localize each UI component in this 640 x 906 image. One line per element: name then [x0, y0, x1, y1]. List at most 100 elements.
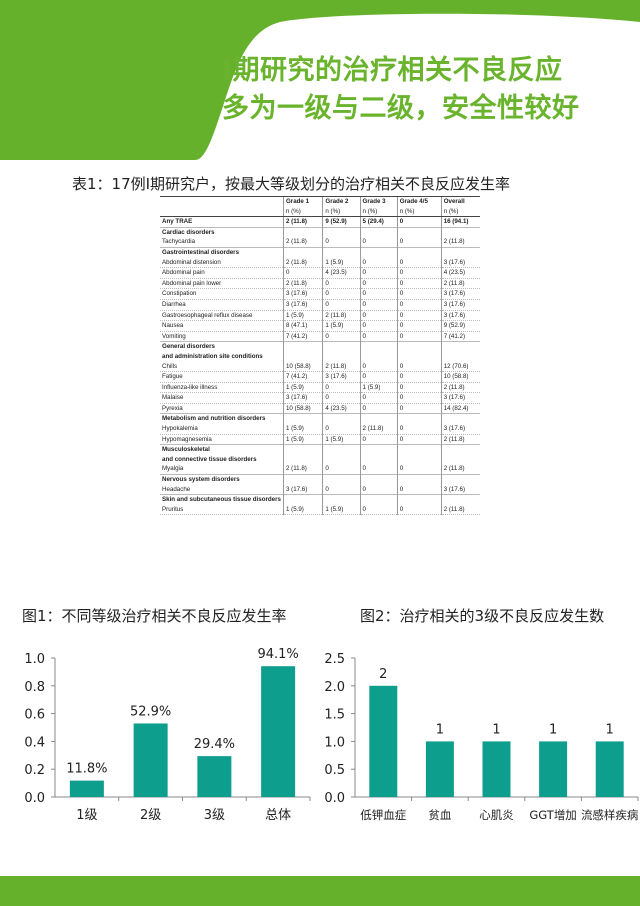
cell-value: 0	[359, 403, 398, 415]
cell-value: 0	[322, 288, 361, 300]
cell-value	[322, 474, 361, 485]
cell-value: 3 (17.6)	[440, 288, 480, 300]
row-label: Myalgia	[160, 464, 284, 476]
cell-value: 0	[396, 361, 442, 373]
cell-value: 0	[359, 310, 398, 322]
cell-value: 0	[396, 288, 442, 300]
row-label: Musculoskeletal and connective tissue dis…	[160, 444, 284, 465]
cell-value: 10 (58.8)	[282, 361, 323, 373]
cell-value	[359, 246, 398, 258]
data-label: 11.8%	[66, 762, 107, 777]
cell-value: 4 (23.5)	[322, 267, 361, 279]
header-blank	[160, 196, 284, 207]
row-label: Gastrointestinal disorders	[160, 246, 284, 258]
page-title-line1: I期研究的治疗相关不良反应	[222, 55, 563, 86]
table-row: Any TRAE 2 (11.8) 9 (52.9) 5 (29.4) 0 16 (94.…	[160, 216, 480, 228]
cell-value: 0	[396, 237, 442, 248]
cell-value: 1 (5.9)	[322, 257, 361, 269]
cell-value	[322, 444, 361, 465]
cell-value	[396, 474, 442, 485]
table-row: Fatigue 7 (41.2) 3 (17.6) 0 0 10 (58.8)	[160, 371, 480, 383]
cell-value: 3 (17.6)	[282, 392, 323, 404]
table-row: Hypokalemia 1 (5.9) 0 2 (11.8) 0 3 (17.6)	[160, 424, 480, 435]
x-tick-label: 2级	[140, 808, 161, 823]
category-row: Nervous system disorders	[160, 474, 480, 485]
cell-value: 0	[396, 434, 442, 446]
cell-value: 0	[396, 278, 442, 290]
bar	[482, 741, 511, 797]
cell-value: 3 (17.6)	[440, 392, 480, 404]
bar	[369, 685, 398, 797]
cell-value: 2 (11.8)	[440, 382, 480, 394]
row-label: Hypomagnesemia	[160, 434, 284, 446]
row-label-line1: Musculoskeletal	[162, 446, 210, 454]
table-row: Abdominal pain 0 4 (23.5) 0 0 4 (23.5)	[160, 267, 480, 279]
cell-value: 2 (11.8)	[282, 216, 323, 228]
cell-value: 9 (52.9)	[322, 216, 361, 228]
y-tick-label: 0.6	[24, 708, 45, 723]
table-row: Influenza-like illness 1 (5.9) 0 1 (5.9) 0 2 …	[160, 382, 480, 394]
column-header: Grade 1	[282, 196, 323, 207]
bar	[261, 666, 296, 797]
cell-value	[322, 494, 361, 505]
cell-value	[359, 413, 398, 425]
cell-value: 3 (17.6)	[440, 310, 480, 322]
table-row: Constipation 3 (17.6) 0 0 0 3 (17.6)	[160, 288, 480, 300]
y-tick-label: 0.0	[324, 791, 345, 806]
cell-value: 0	[359, 257, 398, 269]
cell-value: 2 (11.8)	[440, 434, 480, 446]
figure1-svg: 0.0 0.2 0.4 0.6 0.8 1.0 11.8% 1级 52.9% 2级 29.4% 3级 9…	[24, 647, 311, 823]
category-row: Cardiac disorders	[160, 226, 480, 238]
table-row: Pyrexia 10 (58.8) 4 (23.5) 0 0 14 (82.4)	[160, 403, 480, 415]
cell-value: 2 (11.8)	[440, 278, 480, 290]
column-header: Overall	[440, 196, 480, 207]
y-tick-label: 1.0	[324, 735, 345, 750]
data-label: 2	[379, 667, 387, 682]
y-tick-label: 0.2	[24, 763, 45, 778]
header-blank	[160, 206, 284, 218]
cell-value: 0	[396, 464, 442, 476]
cell-value: 0	[359, 504, 398, 516]
cell-value: 0	[322, 237, 361, 248]
row-label: General disorders and administration site…	[160, 341, 284, 362]
cell-value: 1 (5.9)	[322, 434, 361, 446]
table-row: Hypomagnesemia 1 (5.9) 1 (5.9) 0 0 2 (11.8)	[160, 434, 480, 446]
cell-value: 0	[396, 371, 442, 383]
row-label: Tachycardia	[160, 237, 284, 248]
cell-value: 3 (17.6)	[282, 299, 323, 311]
cell-value: 1 (5.9)	[322, 504, 361, 516]
cell-value: 3 (17.6)	[440, 299, 480, 311]
table-row: Vomiting 7 (41.2) 0 0 0 7 (41.2)	[160, 331, 480, 343]
y-tick-label: 2.5	[324, 652, 345, 667]
table-row: Nausea 8 (47.1) 1 (5.9) 0 0 9 (52.9)	[160, 320, 480, 332]
cell-value: 0	[322, 424, 361, 435]
x-tick-label: 1级	[76, 808, 97, 823]
category-row: Metabolism and nutrition disorders	[160, 413, 480, 425]
column-unit: n (%)	[282, 206, 323, 218]
trae-table-container: Grade 1 Grade 2 Grade 3 Grade 4/5 Overall n …	[160, 196, 480, 588]
cell-value	[396, 413, 442, 425]
figure2-svg: 0.0 0.5 1.0 1.5 2.0 2.5 2 低钾血症 1 贫血 1 心肌炎 1 GGT增加 1 流感样…	[324, 652, 639, 822]
cell-value: 0	[322, 382, 361, 394]
y-tick-label: 0.8	[24, 680, 45, 695]
x-tick-label: GGT增加	[529, 808, 576, 822]
cell-value	[282, 246, 323, 258]
cell-value: 0	[396, 484, 442, 496]
cell-value: 2 (11.8)	[440, 504, 480, 516]
cell-value: 7 (41.2)	[282, 331, 323, 343]
table-row: Tachycardia 2 (11.8) 0 0 0 2 (11.8)	[160, 237, 480, 248]
cell-value: 3 (17.6)	[440, 424, 480, 435]
cell-value: 10 (58.8)	[440, 371, 480, 383]
cell-value: 2 (11.8)	[282, 257, 323, 269]
cell-value: 4 (23.5)	[440, 267, 480, 279]
row-label-line1: General disorders	[162, 343, 215, 351]
header-shape	[0, 0, 640, 160]
column-unit: n (%)	[322, 206, 361, 218]
y-tick-label: 2.0	[324, 680, 345, 695]
column-unit: n (%)	[440, 206, 480, 218]
row-label: Nervous system disorders	[160, 474, 284, 485]
row-label: Vomiting	[160, 331, 284, 343]
cell-value: 0	[396, 216, 442, 228]
row-label: Nausea	[160, 320, 284, 332]
cell-value: 7 (41.2)	[440, 331, 480, 343]
